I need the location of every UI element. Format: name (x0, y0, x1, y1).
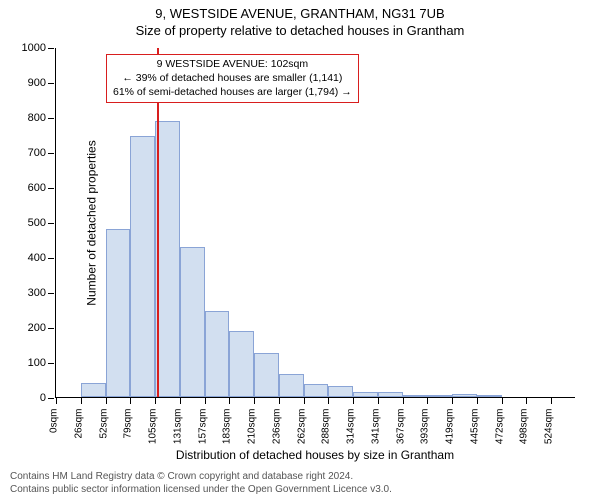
y-tick (48, 258, 54, 259)
x-tick (106, 398, 107, 404)
chart-title-sub: Size of property relative to detached ho… (0, 21, 600, 38)
y-tick (48, 223, 54, 224)
histogram-bar (378, 392, 403, 397)
y-tick-label: 400 (28, 252, 46, 264)
y-tick (48, 118, 54, 119)
y-tick-label: 700 (28, 147, 46, 159)
y-tick-label: 500 (28, 217, 46, 229)
histogram-bar (81, 383, 106, 397)
footer-line-1: Contains HM Land Registry data © Crown c… (10, 470, 392, 483)
x-tick (452, 398, 453, 404)
x-tick-label: 105sqm (148, 409, 159, 445)
y-tick-label: 600 (28, 182, 46, 194)
x-tick-label: 79sqm (123, 409, 134, 439)
histogram-bar (279, 374, 304, 397)
x-tick-label: 419sqm (445, 409, 456, 445)
y-tick-label: 0 (40, 392, 46, 404)
histogram-bar (353, 392, 378, 397)
x-tick (378, 398, 379, 404)
x-tick-label: 262sqm (296, 409, 307, 445)
annotation-box: 9 WESTSIDE AVENUE: 102sqm← 39% of detach… (106, 54, 359, 103)
y-tick (48, 293, 54, 294)
y-tick (48, 398, 54, 399)
histogram-bar (130, 136, 155, 397)
y-tick (48, 83, 54, 84)
x-tick-label: 52sqm (98, 409, 109, 439)
x-tick (526, 398, 527, 404)
x-tick-label: 472sqm (494, 409, 505, 445)
x-tick (304, 398, 305, 404)
x-tick-label: 393sqm (420, 409, 431, 445)
x-tick (180, 398, 181, 404)
x-tick-label: 236sqm (271, 409, 282, 445)
x-tick (81, 398, 82, 404)
annotation-line-1: 9 WESTSIDE AVENUE: 102sqm (113, 57, 352, 71)
chart-title-main: 9, WESTSIDE AVENUE, GRANTHAM, NG31 7UB (0, 0, 600, 21)
y-tick-label: 100 (28, 357, 46, 369)
y-tick (48, 363, 54, 364)
histogram-bar (477, 395, 502, 397)
x-tick (254, 398, 255, 404)
x-tick (403, 398, 404, 404)
chart-container: 9, WESTSIDE AVENUE, GRANTHAM, NG31 7UB S… (0, 0, 600, 500)
y-tick (48, 48, 54, 49)
x-tick-label: 367sqm (395, 409, 406, 445)
histogram-bar (304, 384, 329, 397)
x-tick (427, 398, 428, 404)
histogram-bar (106, 229, 131, 397)
x-tick-label: 131sqm (172, 409, 183, 445)
x-tick (551, 398, 552, 404)
histogram-bar (205, 311, 230, 397)
x-tick-label: 341sqm (370, 409, 381, 445)
x-tick-label: 183sqm (222, 409, 233, 445)
footer-line-2: Contains public sector information licen… (10, 483, 392, 496)
x-tick-label: 0sqm (49, 409, 60, 433)
x-axis-label: Distribution of detached houses by size … (176, 448, 454, 462)
y-tick (48, 328, 54, 329)
y-tick-label: 300 (28, 287, 46, 299)
footer-attribution: Contains HM Land Registry data © Crown c… (10, 470, 392, 496)
x-tick (205, 398, 206, 404)
annotation-line-3: 61% of semi-detached houses are larger (… (113, 85, 352, 99)
x-tick (502, 398, 503, 404)
y-tick (48, 153, 54, 154)
x-tick (279, 398, 280, 404)
annotation-line-2: ← 39% of detached houses are smaller (1,… (113, 71, 352, 85)
x-tick (229, 398, 230, 404)
x-tick-label: 498sqm (519, 409, 530, 445)
x-tick-label: 210sqm (247, 409, 258, 445)
x-tick (155, 398, 156, 404)
histogram-bar (229, 331, 254, 398)
histogram-bar (180, 247, 205, 398)
x-tick (130, 398, 131, 404)
y-tick (48, 188, 54, 189)
y-tick-label: 200 (28, 322, 46, 334)
histogram-bar (328, 386, 353, 397)
x-tick-label: 288sqm (321, 409, 332, 445)
chart-area: Number of detached properties 0100200300… (55, 48, 575, 398)
y-tick-label: 1000 (22, 42, 46, 54)
histogram-bar (403, 395, 428, 397)
x-tick-label: 445sqm (469, 409, 480, 445)
plot-region: 010020030040050060070080090010000sqm26sq… (55, 48, 575, 398)
x-tick (477, 398, 478, 404)
x-tick-label: 314sqm (346, 409, 357, 445)
histogram-bar (254, 353, 279, 397)
histogram-bar (452, 394, 477, 398)
x-tick-label: 524sqm (544, 409, 555, 445)
x-tick (328, 398, 329, 404)
x-tick-label: 157sqm (197, 409, 208, 445)
y-tick-label: 900 (28, 77, 46, 89)
histogram-bar (427, 395, 452, 397)
x-tick (353, 398, 354, 404)
x-tick-label: 26sqm (73, 409, 84, 439)
y-tick-label: 800 (28, 112, 46, 124)
x-tick (56, 398, 57, 404)
